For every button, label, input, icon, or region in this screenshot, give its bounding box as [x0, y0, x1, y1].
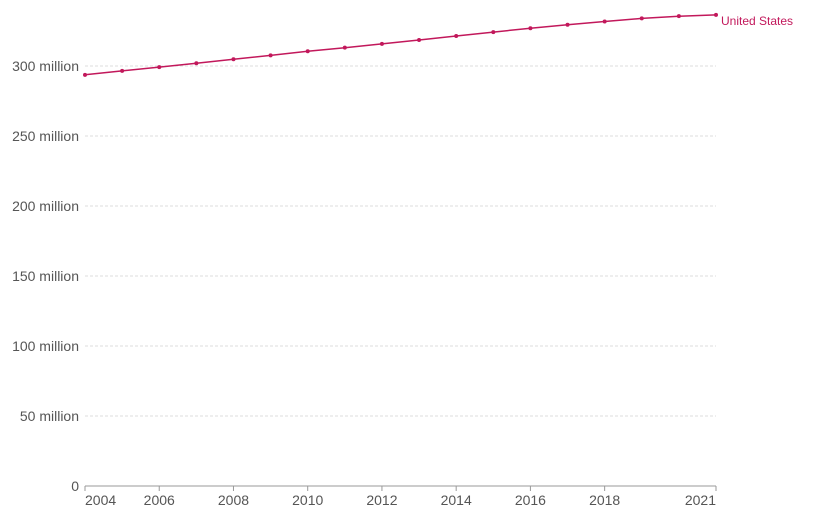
x-tick-label: 2012 [366, 492, 397, 508]
x-tick-label: 2018 [589, 492, 620, 508]
data-point [676, 14, 681, 19]
y-tick-label: 50 million [20, 408, 79, 424]
data-point [342, 45, 347, 50]
data-point [268, 53, 273, 58]
series [83, 12, 718, 77]
y-tick-label: 300 million [12, 58, 79, 74]
series-labels: United States [721, 14, 793, 28]
x-axis: 2004 2006 2008 2010 2012 2014 2016 2018 2021 [84, 485, 717, 508]
y-tick-label: 250 million [12, 128, 79, 144]
data-point [714, 12, 718, 17]
y-tick-label: 150 million [12, 268, 79, 284]
gridlines [85, 65, 716, 417]
data-point [83, 72, 87, 77]
x-tick-label: 2006 [144, 492, 175, 508]
data-point [602, 19, 607, 24]
data-point [639, 16, 644, 21]
y-tick-label: 100 million [12, 338, 79, 354]
data-point [491, 30, 496, 35]
data-point [157, 65, 162, 70]
y-axis: 0 50 million 100 million 150 million 200 mil… [12, 58, 79, 494]
x-tick-label: 2004 [85, 492, 116, 508]
data-point [194, 61, 199, 66]
y-tick-label: 0 [71, 478, 79, 494]
data-point [305, 49, 310, 54]
y-tick-label: 200 million [12, 198, 79, 214]
x-tick-label: 2014 [441, 492, 472, 508]
x-tick-label: 2021 [685, 492, 716, 508]
x-tick-label: 2008 [218, 492, 249, 508]
data-point [120, 68, 125, 73]
x-tick-label: 2010 [292, 492, 323, 508]
data-point [231, 57, 236, 62]
series-label: United States [721, 14, 793, 28]
data-point [528, 26, 533, 31]
x-tick-label: 2016 [515, 492, 546, 508]
data-point [565, 22, 570, 27]
data-point [379, 41, 384, 46]
series-line [84, 14, 717, 76]
data-point [417, 37, 422, 42]
data-point [454, 34, 459, 39]
